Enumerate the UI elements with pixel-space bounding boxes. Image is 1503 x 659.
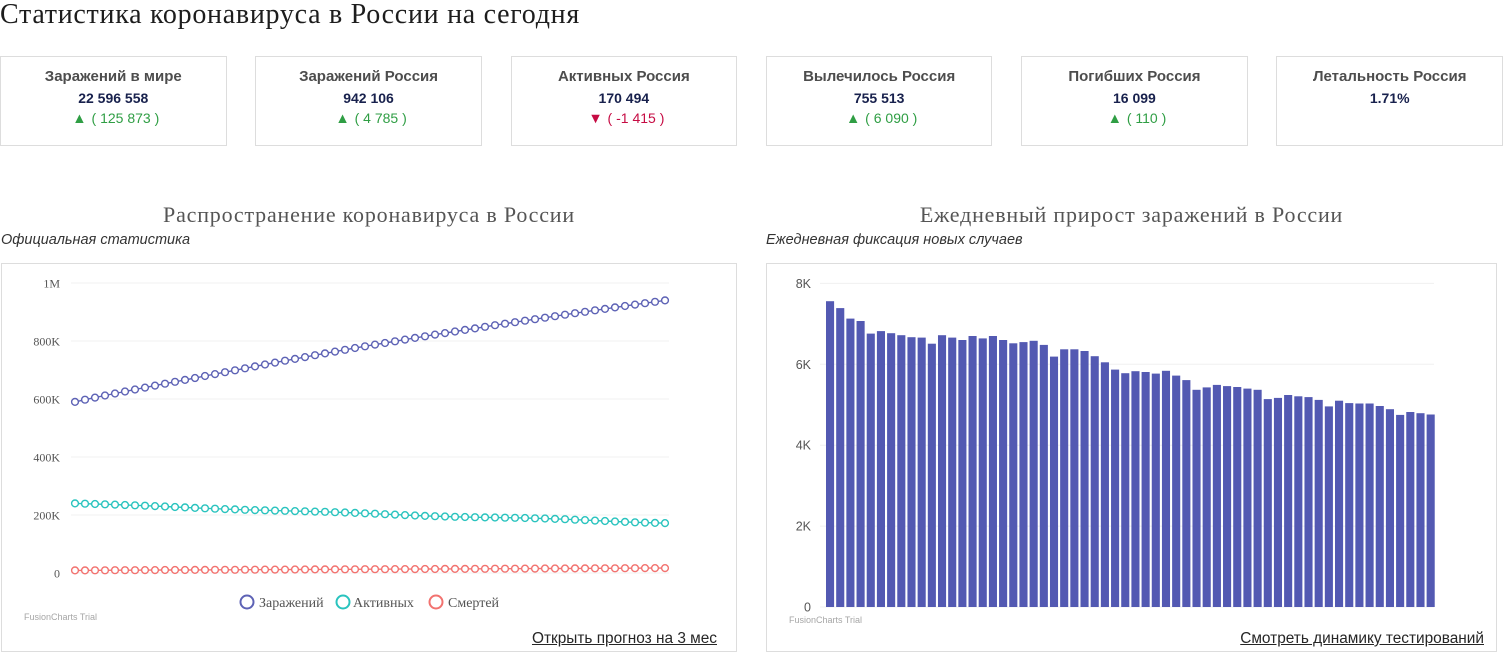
svg-text:800K: 800K (33, 335, 60, 349)
svg-text:2K: 2K (796, 520, 812, 534)
svg-text:Смертей: Смертей (448, 596, 500, 611)
svg-text:FusionCharts Trial: FusionCharts Trial (24, 612, 97, 622)
svg-text:Заражений: Заражений (259, 596, 324, 611)
svg-text:FusionCharts Trial: FusionCharts Trial (789, 615, 862, 625)
svg-text:1M: 1M (43, 277, 60, 291)
svg-text:8K: 8K (796, 277, 812, 291)
svg-text:200K: 200K (33, 509, 60, 523)
svg-text:6K: 6K (796, 358, 812, 372)
svg-text:400K: 400K (33, 451, 60, 465)
svg-text:Активных: Активных (353, 596, 414, 611)
svg-text:600K: 600K (33, 393, 60, 407)
svg-text:4K: 4K (796, 439, 812, 453)
svg-text:0: 0 (54, 567, 60, 581)
svg-text:0: 0 (804, 601, 811, 615)
